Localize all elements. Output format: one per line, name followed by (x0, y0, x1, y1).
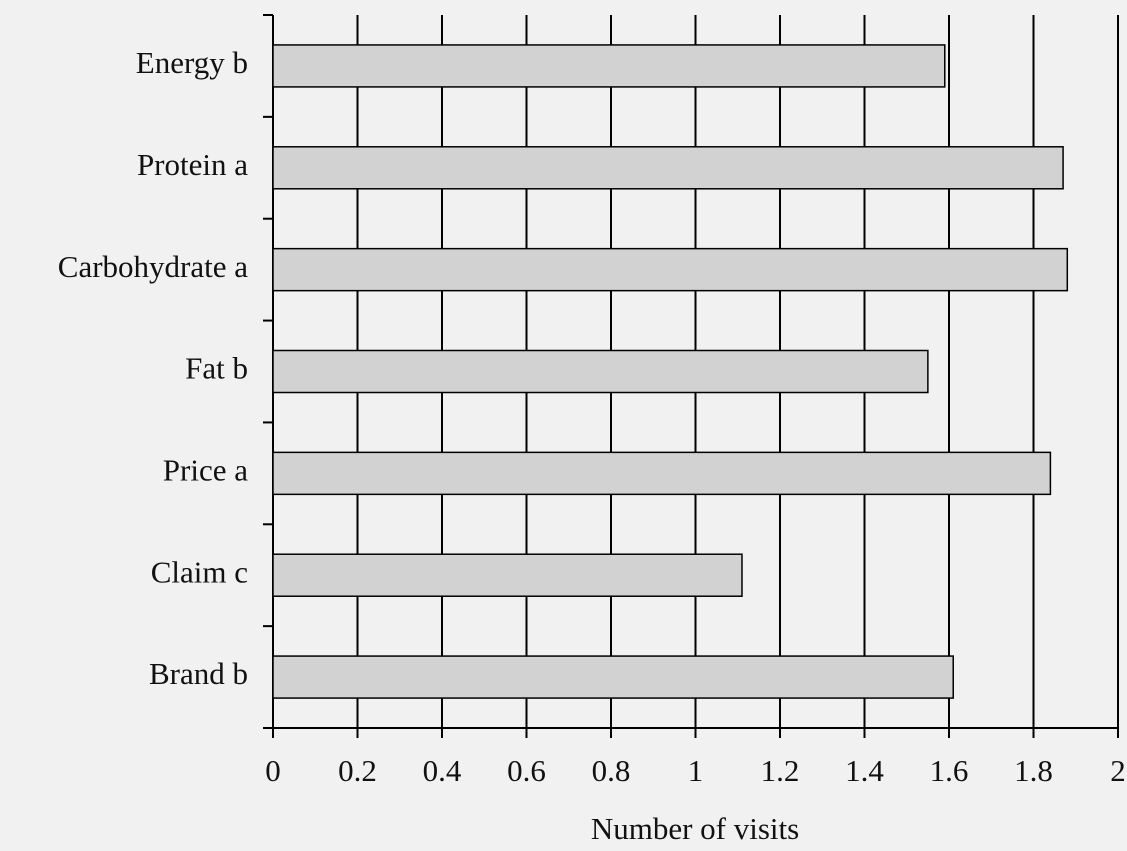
y-tick-label: Fat b (185, 351, 248, 386)
y-tick-label: Protein a (137, 147, 248, 182)
bar (272, 553, 743, 597)
x-axis-label: Number of visits (591, 811, 799, 846)
bar (272, 655, 954, 699)
x-tick-label: 1.4 (845, 753, 884, 788)
x-tick-label: 1 (688, 753, 704, 788)
x-tick-label: 1.6 (930, 753, 969, 788)
bar (272, 146, 1064, 190)
x-tick-label: 1.8 (1014, 753, 1053, 788)
bar (272, 247, 1069, 292)
y-tick-label: Price a (163, 452, 248, 487)
x-tick-label: 0.2 (338, 753, 377, 788)
bar (272, 451, 1052, 496)
y-tick-label: Brand b (149, 656, 248, 691)
x-tick-label: 1.2 (761, 753, 800, 788)
bar (272, 349, 929, 394)
y-tick-label: Claim c (151, 554, 248, 589)
y-tick-label: Energy b (136, 45, 248, 80)
y-tick-label: Carbohydrate a (58, 249, 248, 284)
x-tick-label: 0.4 (423, 753, 462, 788)
x-tick-label: 0.6 (507, 753, 546, 788)
bar (272, 44, 946, 88)
x-tick-label: 0 (265, 753, 281, 788)
x-tick-label: 0.8 (592, 753, 631, 788)
x-tick-label: 2 (1110, 753, 1126, 788)
